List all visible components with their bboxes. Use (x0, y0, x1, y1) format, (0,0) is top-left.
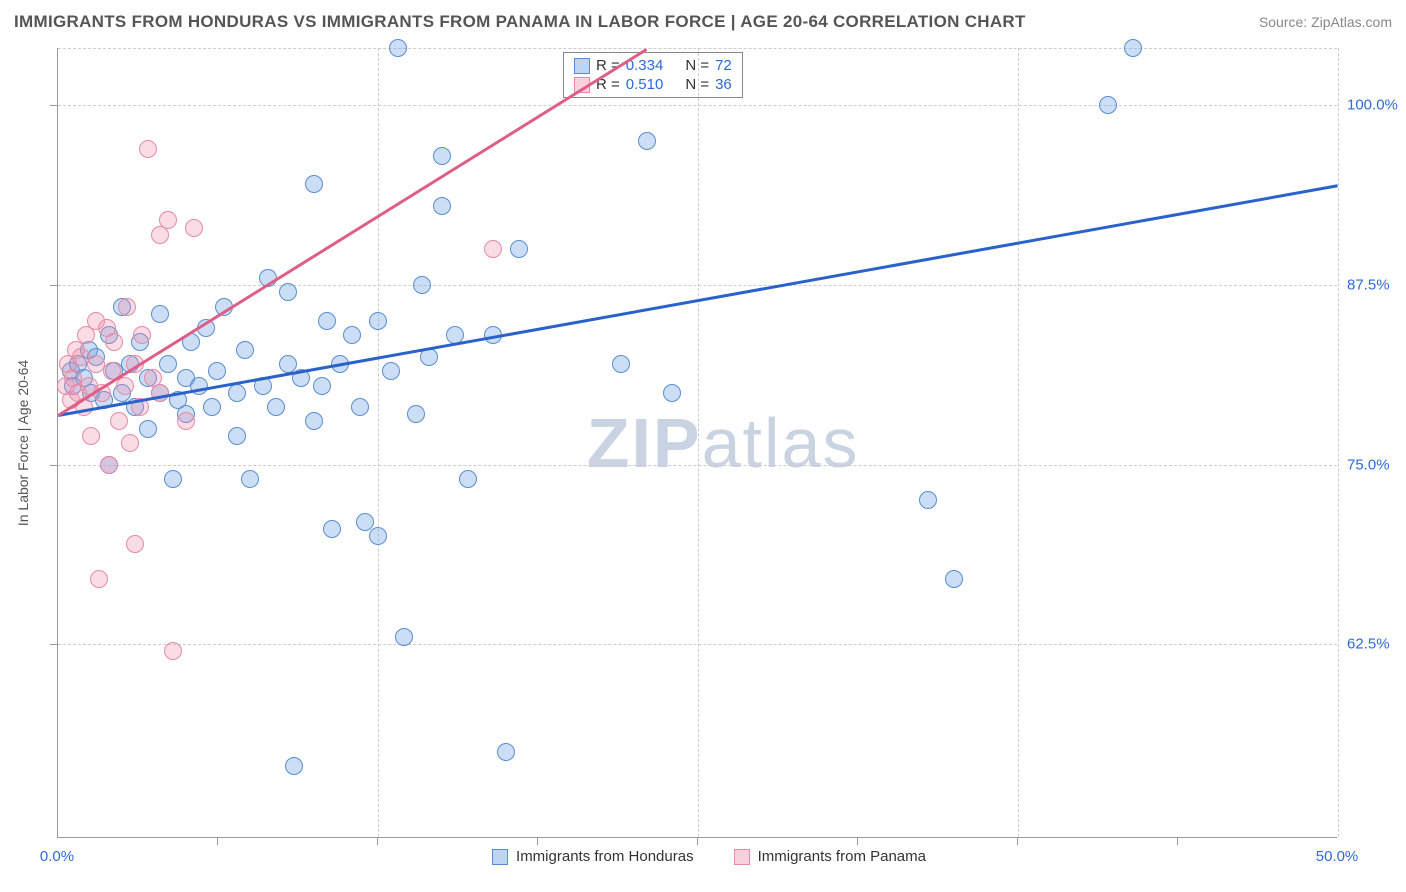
y-tick-label: 75.0% (1347, 456, 1390, 473)
n-value: 36 (715, 76, 732, 93)
series-legend-label: Immigrants from Panama (758, 848, 926, 865)
series-legend-item: Immigrants from Panama (734, 848, 926, 865)
legend-swatch (734, 849, 750, 865)
data-point (945, 570, 963, 588)
data-point (159, 211, 177, 229)
x-tick-label: 0.0% (40, 848, 74, 865)
y-tick-mark (50, 285, 57, 286)
x-tick-label: 50.0% (1316, 848, 1359, 865)
data-point (100, 456, 118, 474)
y-tick-label: 100.0% (1347, 97, 1398, 114)
data-point (133, 326, 151, 344)
data-point (612, 355, 630, 373)
data-point (305, 175, 323, 193)
data-point (279, 283, 297, 301)
correlation-legend-row: R = 0.334N = 72 (574, 56, 732, 75)
data-point (395, 628, 413, 646)
grid-line-v (698, 48, 699, 837)
data-point (228, 384, 246, 402)
data-point (285, 757, 303, 775)
data-point (433, 147, 451, 165)
x-tick-mark (537, 838, 538, 845)
data-point (1099, 96, 1117, 114)
data-point (369, 312, 387, 330)
data-point (318, 312, 336, 330)
data-point (90, 570, 108, 588)
series-legend-item: Immigrants from Honduras (492, 848, 694, 865)
data-point (228, 427, 246, 445)
x-tick-mark (377, 838, 378, 845)
watermark: ZIPatlas (587, 403, 860, 483)
series-legend-label: Immigrants from Honduras (516, 848, 694, 865)
grid-line-v (1018, 48, 1019, 837)
data-point (343, 326, 361, 344)
data-point (185, 219, 203, 237)
data-point (208, 362, 226, 380)
title-bar: IMMIGRANTS FROM HONDURAS VS IMMIGRANTS F… (14, 12, 1392, 32)
correlation-legend: R = 0.334N = 72R = 0.510N = 36 (563, 52, 743, 98)
data-point (413, 276, 431, 294)
data-point (497, 743, 515, 761)
plot-area: ZIPatlas R = 0.334N = 72R = 0.510N = 36 (57, 48, 1337, 838)
data-point (1124, 39, 1142, 57)
chart-title: IMMIGRANTS FROM HONDURAS VS IMMIGRANTS F… (14, 12, 1026, 32)
y-axis-label: In Labor Force | Age 20-64 (15, 360, 31, 526)
y-tick-mark (50, 105, 57, 106)
x-tick-mark (1177, 838, 1178, 845)
grid-line-v (1338, 48, 1339, 837)
plot-container: In Labor Force | Age 20-64 ZIPatlas R = … (33, 48, 1385, 838)
data-point (919, 491, 937, 509)
data-point (459, 470, 477, 488)
data-point (236, 341, 254, 359)
data-point (382, 362, 400, 380)
legend-swatch (574, 58, 590, 74)
data-point (638, 132, 656, 150)
y-tick-label: 87.5% (1347, 277, 1390, 294)
data-point (139, 420, 157, 438)
y-tick-mark (50, 644, 57, 645)
data-point (82, 427, 100, 445)
data-point (118, 298, 136, 316)
series-legend: Immigrants from Honduras Immigrants from … (492, 848, 926, 865)
data-point (110, 412, 128, 430)
data-point (484, 240, 502, 258)
data-point (663, 384, 681, 402)
y-tick-label: 62.5% (1347, 636, 1390, 653)
data-point (203, 398, 221, 416)
data-point (313, 377, 331, 395)
x-tick-mark (857, 838, 858, 845)
data-point (164, 470, 182, 488)
data-point (177, 412, 195, 430)
x-tick-mark (697, 838, 698, 845)
n-value: 72 (715, 57, 732, 74)
x-tick-mark (217, 838, 218, 845)
data-point (323, 520, 341, 538)
x-tick-mark (1017, 838, 1018, 845)
data-point (164, 642, 182, 660)
data-point (159, 355, 177, 373)
data-point (267, 398, 285, 416)
data-point (407, 405, 425, 423)
r-value: 0.510 (626, 76, 664, 93)
data-point (433, 197, 451, 215)
data-point (105, 333, 123, 351)
data-point (151, 305, 169, 323)
y-tick-mark (50, 465, 57, 466)
data-point (241, 470, 259, 488)
source-label: Source: ZipAtlas.com (1259, 14, 1392, 30)
data-point (510, 240, 528, 258)
watermark-zip: ZIP (587, 404, 702, 482)
legend-swatch (492, 849, 508, 865)
data-point (121, 434, 139, 452)
data-point (126, 535, 144, 553)
data-point (389, 39, 407, 57)
data-point (369, 527, 387, 545)
data-point (139, 140, 157, 158)
data-point (305, 412, 323, 430)
data-point (351, 398, 369, 416)
grid-line-v (378, 48, 379, 837)
watermark-atlas: atlas (702, 404, 860, 482)
